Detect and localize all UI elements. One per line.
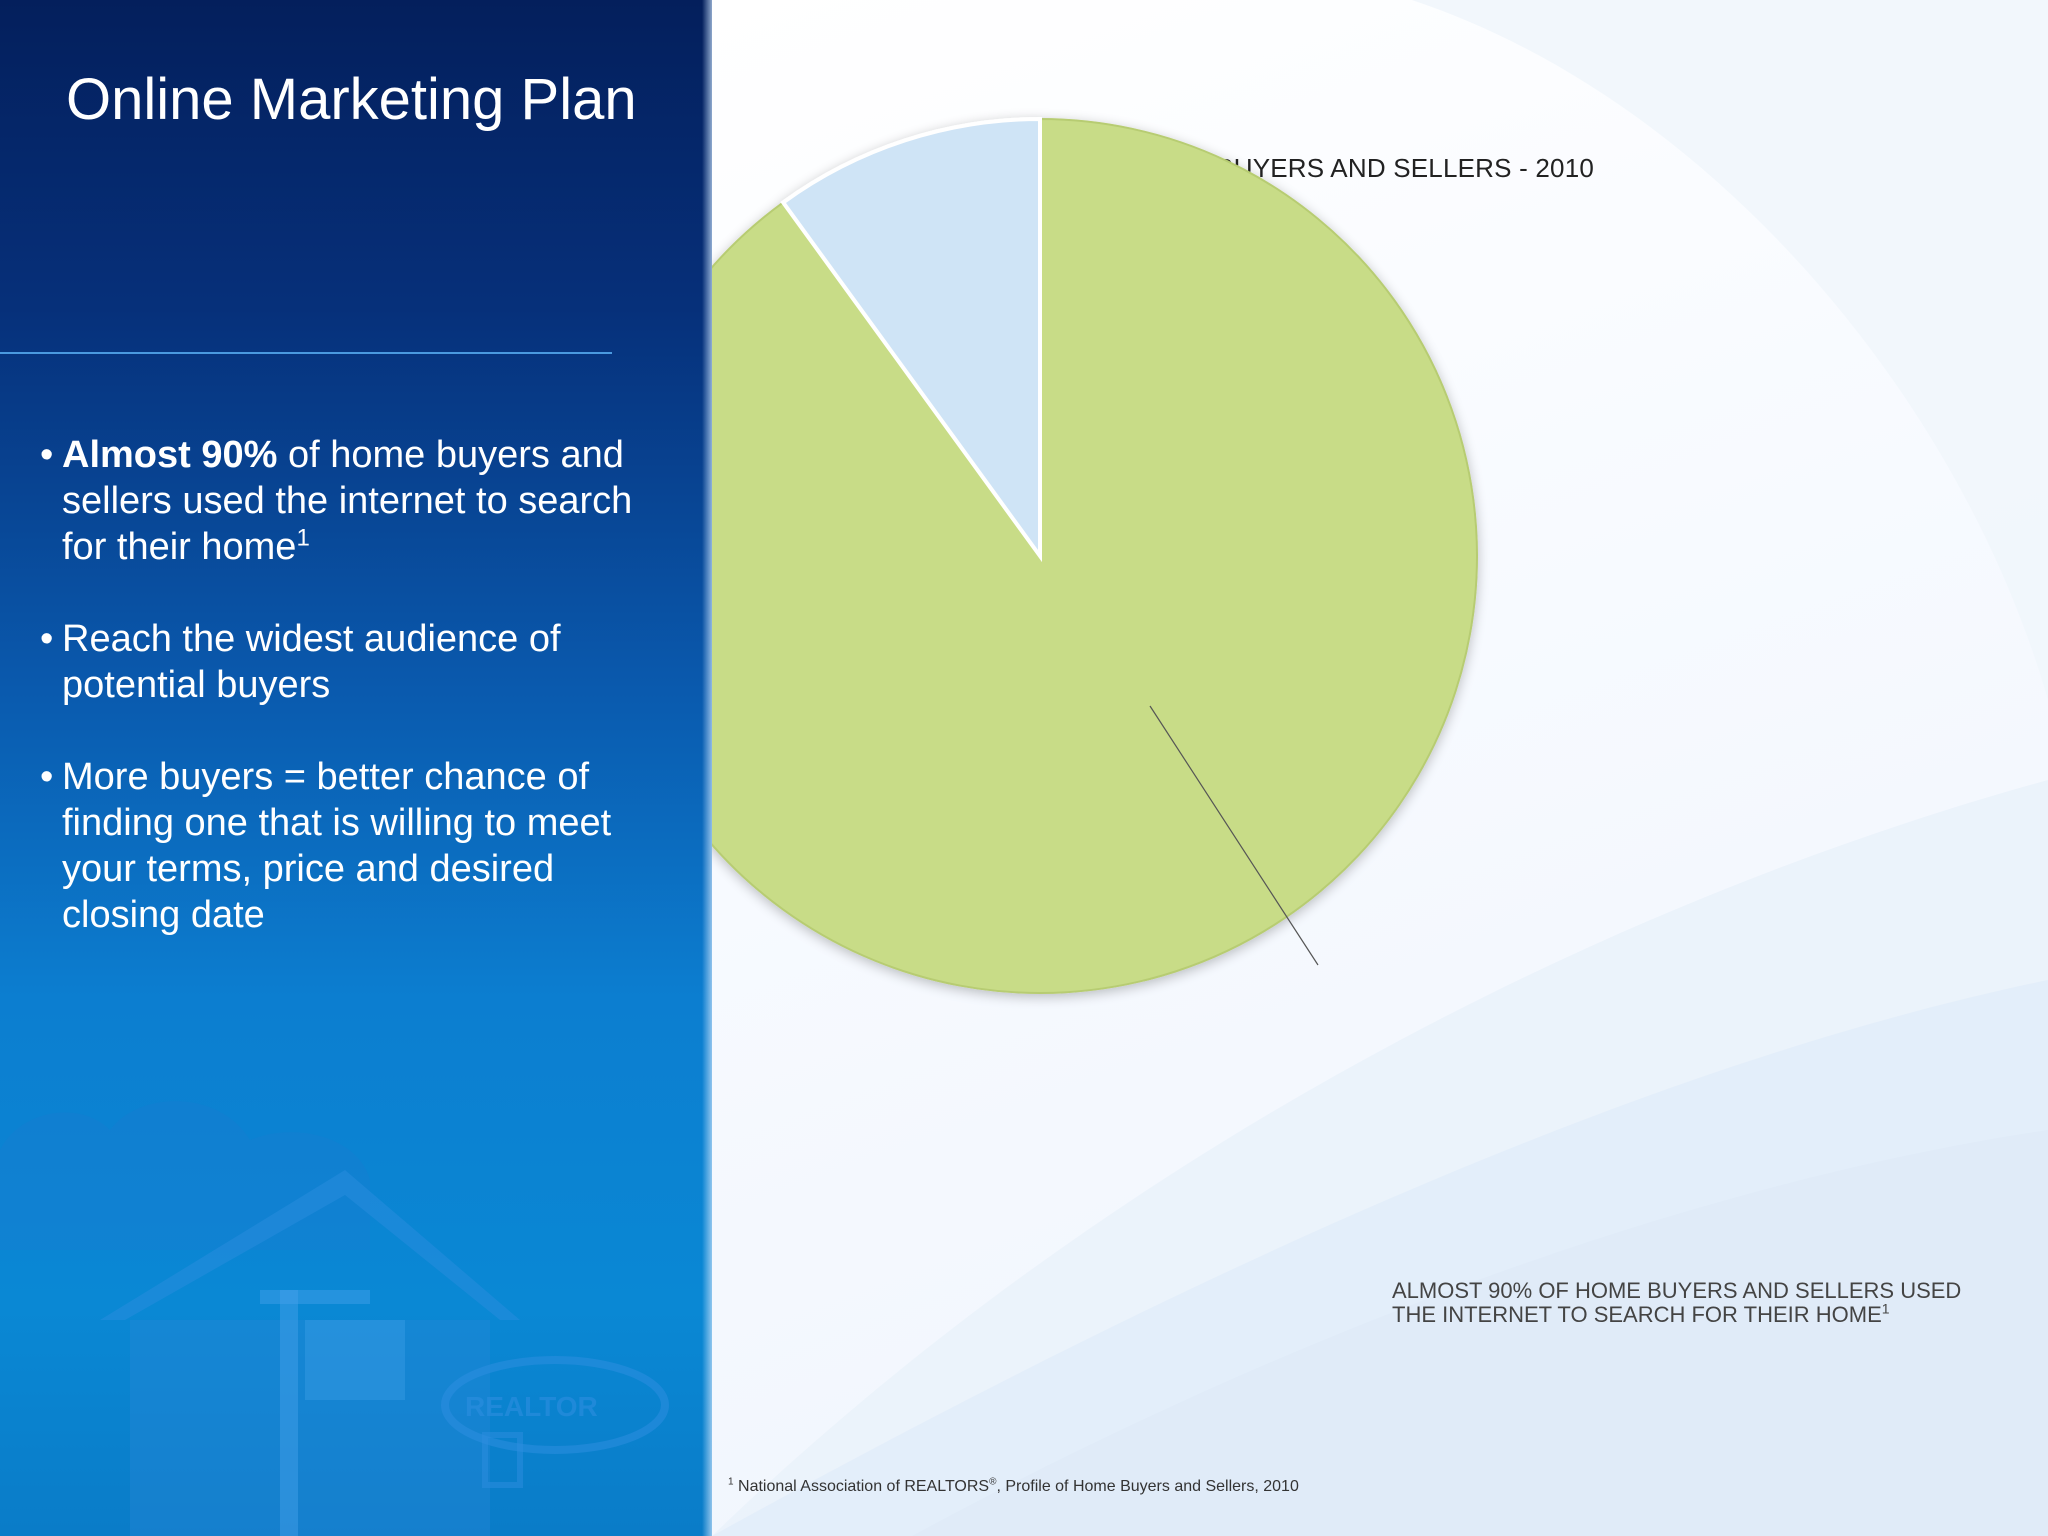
source-footnote: 1 National Association of REALTORS®, Pro… xyxy=(728,1476,1628,1496)
house-illustration: REALTOR xyxy=(0,1101,669,1536)
title-divider xyxy=(0,352,612,354)
bullet-item: • Reach the widest audience of potential… xyxy=(40,616,680,708)
pie-data-label-text: ALMOST 90% OF HOME BUYERS AND SELLERS US… xyxy=(1392,1278,1962,1327)
bullet-text: of home buyers and sellers used the inte… xyxy=(62,434,633,568)
bullet-dot: • xyxy=(40,756,54,798)
bullet-footnote-marker: 1 xyxy=(296,524,310,552)
pie-chart xyxy=(712,116,1478,994)
background-swoosh xyxy=(712,0,2048,1536)
footnote-text-after: , Profile of Home Buyers and Sellers, 20… xyxy=(996,1478,1299,1495)
pie-data-label-footnote: 1 xyxy=(1881,1300,1890,1317)
registered-mark: ® xyxy=(989,1476,997,1488)
footnote-marker: 1 xyxy=(728,1476,734,1488)
bullet-dot: • xyxy=(40,434,54,476)
pie-slice-other xyxy=(780,116,1042,563)
bullet-text: More buyers = better chance of finding o… xyxy=(62,756,612,936)
bullet-dot: • xyxy=(40,618,54,660)
page-title: Online Marketing Plan xyxy=(66,67,637,132)
bullet-text: Reach the widest audience of potential b… xyxy=(62,618,561,706)
pie-slice-internet xyxy=(712,117,1478,994)
pie-data-label: ALMOST 90% OF HOME BUYERS AND SELLERS US… xyxy=(1392,1279,1992,1327)
data-label-leader-line xyxy=(1149,705,1319,966)
bullet-item: • Almost 90% of home buyers and sellers … xyxy=(40,432,680,570)
footnote-text-before: National Association of REALTORS xyxy=(733,1478,990,1495)
bullet-item: • More buyers = better chance of finding… xyxy=(40,754,680,938)
bullet-emphasis: Almost 90% xyxy=(62,434,278,476)
slide-background xyxy=(712,0,2048,1536)
bullet-list: • Almost 90% of home buyers and sellers … xyxy=(40,432,680,984)
realtor-logo-text: REALTOR xyxy=(465,1391,598,1422)
left-panel: REALTOR Online Marketing Plan • Almost 9… xyxy=(0,0,712,1536)
